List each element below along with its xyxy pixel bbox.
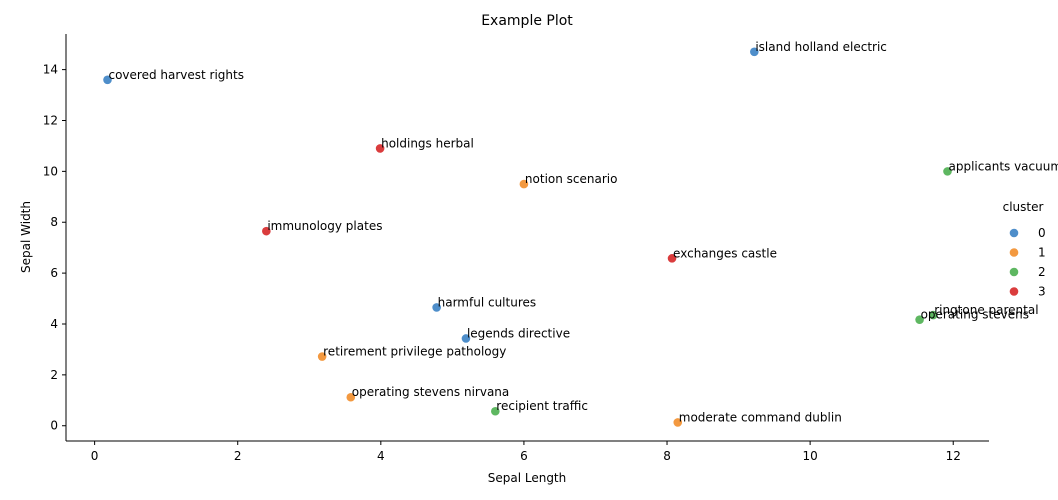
chart-title: Example Plot [481, 13, 573, 29]
y-ticks: 0 2 4 6 8 10 12 14 [43, 63, 66, 433]
y-tick-label: 6 [50, 266, 58, 280]
point-label: retirement privilege pathology [323, 345, 506, 359]
data-point [915, 315, 924, 324]
y-tick-label: 0 [50, 419, 58, 433]
x-ticks: 0 2 4 6 8 10 12 [91, 441, 961, 463]
x-tick-label: 8 [663, 449, 671, 463]
point-label: island holland electric [755, 40, 887, 54]
legend-entries: 0 1 2 3 [1009, 226, 1046, 299]
legend-marker [1009, 248, 1019, 257]
y-tick-label: 12 [43, 113, 58, 127]
y-tick-label: 14 [43, 63, 58, 77]
axes [65, 34, 989, 442]
point-label: exchanges castle [673, 246, 777, 260]
point-label: harmful cultures [438, 295, 537, 309]
data-point [432, 303, 441, 312]
data-point [317, 352, 327, 361]
point-label: applicants vacuum [949, 159, 1058, 173]
data-point [461, 334, 471, 343]
point-label: operating stevens [921, 308, 1029, 322]
legend-marker [1009, 287, 1019, 296]
data-point [103, 75, 112, 85]
legend-marker [1009, 228, 1019, 238]
point-label: legends directive [467, 326, 570, 340]
point-label: holdings herbal [381, 136, 474, 150]
point-label: moderate command dublin [679, 410, 842, 424]
legend-label: 0 [1038, 226, 1046, 240]
legend-marker [1009, 267, 1019, 277]
legend: cluster 0 1 2 3 [1003, 200, 1046, 299]
point-label: recipient traffic [496, 399, 588, 413]
data-point [943, 167, 952, 176]
data-point [519, 179, 529, 189]
y-tick-label: 10 [43, 164, 58, 178]
point-label: operating stevens nirvana [352, 385, 510, 399]
x-tick-label: 4 [377, 449, 385, 463]
data-point [928, 310, 938, 320]
legend-label: 1 [1038, 246, 1046, 260]
x-tick-label: 6 [520, 449, 528, 463]
x-tick-label: 0 [91, 449, 99, 463]
y-tick-label: 8 [50, 215, 58, 229]
legend-label: 2 [1038, 265, 1046, 279]
point-label: notion scenario [525, 172, 618, 186]
data-point [346, 392, 356, 402]
x-tick-label: 2 [234, 449, 242, 463]
x-tick-label: 10 [802, 449, 817, 463]
data-point [375, 144, 385, 153]
data-point [491, 406, 500, 416]
data-point [667, 254, 677, 263]
y-tick-label: 2 [50, 368, 58, 382]
point-labels: covered harvest rights island holland ele… [108, 40, 1058, 425]
data-point [750, 47, 759, 57]
legend-title: cluster [1003, 200, 1044, 214]
data-point [673, 418, 683, 427]
x-tick-label: 12 [946, 449, 961, 463]
y-tick-label: 4 [50, 317, 58, 331]
point-label: immunology plates [267, 219, 382, 233]
point-label: ringtone parental [934, 303, 1038, 317]
legend-label: 3 [1038, 285, 1046, 299]
data-point [262, 226, 271, 236]
data-points [103, 47, 952, 427]
x-axis-title: Sepal Length [488, 471, 567, 485]
y-axis-title: Sepal Width [19, 201, 33, 273]
point-label: covered harvest rights [108, 68, 244, 82]
